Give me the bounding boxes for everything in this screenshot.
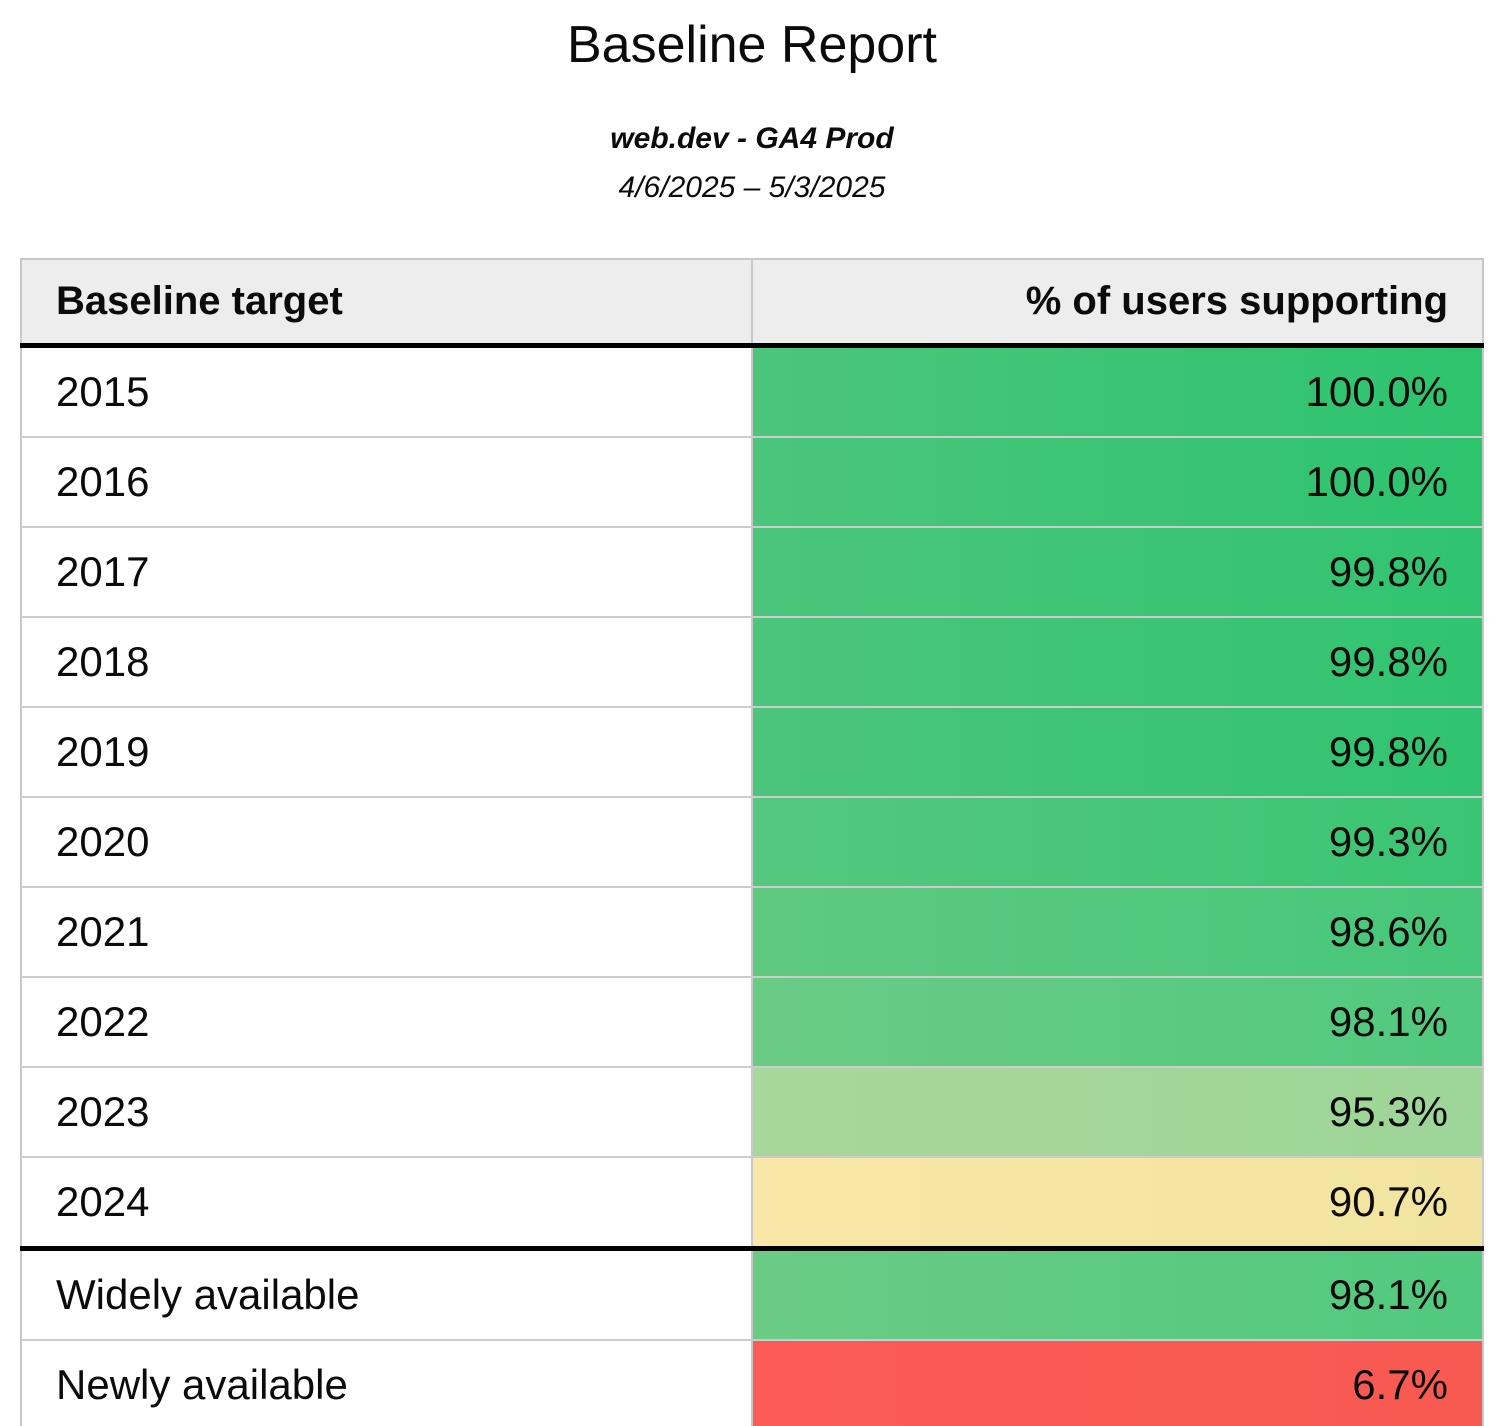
- baseline-target-cell: 2021: [21, 887, 753, 979]
- baseline-table: Baseline target % of users supporting 20…: [20, 258, 1484, 1426]
- baseline-target-cell: 2016: [21, 437, 753, 529]
- baseline-target-cell: 2015: [21, 345, 753, 439]
- percent-supporting-cell: 99.8%: [752, 707, 1483, 799]
- table-row: 2016 100.0%: [21, 437, 1483, 529]
- column-header-baseline-target: Baseline target: [21, 259, 753, 349]
- table-row: 2024 90.7%: [21, 1157, 1483, 1252]
- table-row: 2022 98.1%: [21, 977, 1483, 1069]
- table-row: 2019 99.8%: [21, 707, 1483, 799]
- percent-supporting-cell: 100.0%: [752, 345, 1483, 439]
- baseline-target-cell: 2019: [21, 707, 753, 799]
- percent-supporting-cell: 98.1%: [752, 1248, 1483, 1342]
- baseline-target-cell: 2020: [21, 797, 753, 889]
- baseline-target-cell: Newly available: [21, 1340, 753, 1426]
- table-row: Widely available 98.1%: [21, 1248, 1483, 1342]
- percent-supporting-cell: 95.3%: [752, 1067, 1483, 1159]
- table-row: 2017 99.8%: [21, 527, 1483, 619]
- percent-supporting-cell: 98.1%: [752, 977, 1483, 1069]
- table-row: 2015 100.0%: [21, 345, 1483, 439]
- percent-supporting-cell: 98.6%: [752, 887, 1483, 979]
- table-row: 2018 99.8%: [21, 617, 1483, 709]
- report-source-subtitle: web.dev - GA4 Prod: [610, 122, 894, 156]
- baseline-target-cell: 2018: [21, 617, 753, 709]
- table-row: 2023 95.3%: [21, 1067, 1483, 1159]
- table-row: 2020 99.3%: [21, 797, 1483, 889]
- baseline-target-cell: 2023: [21, 1067, 753, 1159]
- percent-supporting-cell: 100.0%: [752, 437, 1483, 529]
- percent-supporting-cell: 6.7%: [752, 1340, 1483, 1426]
- percent-supporting-cell: 99.3%: [752, 797, 1483, 889]
- report-date-range: 4/6/2025 – 5/3/2025: [618, 170, 886, 204]
- table-body: 2015 100.0% 2016 100.0% 2017 99.8% 2018 99.8% 20…: [21, 345, 1483, 1426]
- page-title: Baseline Report: [567, 16, 937, 74]
- percent-supporting-cell: 90.7%: [752, 1157, 1483, 1252]
- percent-supporting-cell: 99.8%: [752, 617, 1483, 709]
- baseline-target-cell: 2024: [21, 1157, 753, 1252]
- table-row: 2021 98.6%: [21, 887, 1483, 979]
- baseline-target-cell: Widely available: [21, 1248, 753, 1342]
- baseline-target-cell: 2022: [21, 977, 753, 1069]
- percent-supporting-cell: 99.8%: [752, 527, 1483, 619]
- table-header-row: Baseline target % of users supporting: [21, 259, 1483, 349]
- baseline-target-cell: 2017: [21, 527, 753, 619]
- table-row: Newly available 6.7%: [21, 1340, 1483, 1426]
- column-header-percent-users: % of users supporting: [752, 259, 1483, 349]
